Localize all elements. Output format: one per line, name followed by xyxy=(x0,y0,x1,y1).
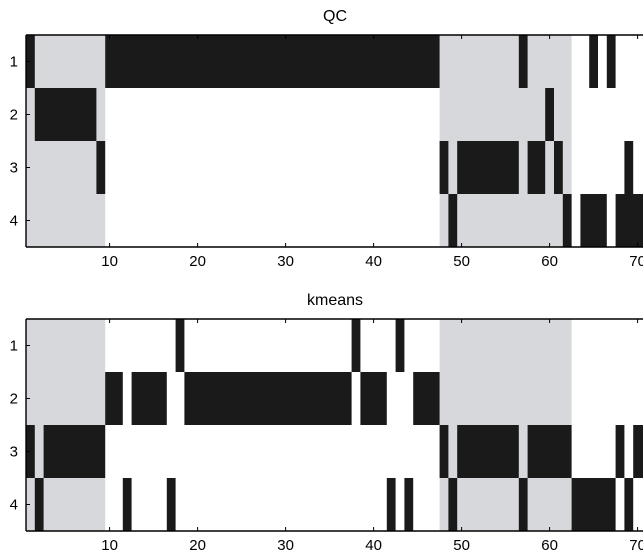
qc-cluster-cell xyxy=(448,194,458,247)
kmeans-y-tick-label: 2 xyxy=(10,391,18,408)
kmeans-cluster-cell xyxy=(34,478,44,531)
qc-panel: QC 10 20 30 40 50 60 70 1 2 3 4 xyxy=(10,8,643,270)
qc-cluster-cell xyxy=(562,194,572,247)
kmeans-cluster-cell xyxy=(360,372,387,425)
qc-x-tick-label: 70 xyxy=(629,253,643,270)
qc-y-tick-label: 3 xyxy=(10,160,18,177)
qc-cluster-cell xyxy=(96,141,106,194)
kmeans-cluster-cell xyxy=(351,319,361,372)
qc-x-tick-label: 50 xyxy=(453,253,470,270)
kmeans-cluster-cell xyxy=(457,425,519,478)
qc-cluster-cell xyxy=(26,35,35,88)
qc-x-tick-label: 30 xyxy=(277,253,294,270)
qc-y-tick-label: 4 xyxy=(10,213,18,230)
kmeans-y-tick-label: 4 xyxy=(10,497,18,514)
qc-x-tick-label: 40 xyxy=(365,253,382,270)
qc-cluster-cell xyxy=(545,88,554,141)
kmeans-cluster-cell xyxy=(395,319,405,372)
qc-cluster-cell xyxy=(554,141,563,194)
kmeans-cluster-cell xyxy=(413,372,440,425)
kmeans-cluster-cell xyxy=(518,478,528,531)
kmeans-x-tick-label: 10 xyxy=(101,537,118,554)
kmeans-cluster-cell xyxy=(166,478,176,531)
kmeans-x-tick-label: 70 xyxy=(629,537,643,554)
kmeans-cluster-cell xyxy=(571,478,616,531)
qc-cluster-cell xyxy=(615,194,643,247)
kmeans-cluster-cell xyxy=(131,372,167,425)
kmeans-cluster-cell xyxy=(448,478,458,531)
qc-cluster-cell xyxy=(34,88,97,141)
kmeans-cluster-cell xyxy=(633,425,643,478)
qc-cluster-cell xyxy=(457,141,519,194)
kmeans-cluster-cell xyxy=(615,425,625,478)
qc-y-tick-label: 1 xyxy=(10,54,18,71)
kmeans-cluster-cell xyxy=(105,372,123,425)
qc-cluster-cell xyxy=(589,35,598,88)
kmeans-x-tick-label: 20 xyxy=(189,537,206,554)
kmeans-cluster-cell xyxy=(386,478,396,531)
qc-x-tick-label: 60 xyxy=(541,253,558,270)
qc-x-tick-label: 20 xyxy=(189,253,206,270)
qc-title: QC xyxy=(323,8,347,25)
kmeans-panel: kmeans 10 20 30 40 50 60 70 1 2 3 4 xyxy=(10,292,643,554)
kmeans-cluster-cell xyxy=(26,425,35,478)
kmeans-x-tick-label: 30 xyxy=(277,537,294,554)
kmeans-title: kmeans xyxy=(307,292,363,309)
qc-cluster-cell xyxy=(518,35,528,88)
qc-cluster-cell xyxy=(105,35,440,88)
kmeans-x-tick-label: 50 xyxy=(453,537,470,554)
kmeans-cluster-cell xyxy=(43,425,106,478)
kmeans-cluster-cell xyxy=(527,425,572,478)
kmeans-x-tick-label: 40 xyxy=(365,537,382,554)
kmeans-cluster-cell xyxy=(184,372,352,425)
qc-cluster-cell xyxy=(580,194,607,247)
kmeans-cluster-cell xyxy=(624,478,634,531)
kmeans-cluster-cell xyxy=(404,478,414,531)
qc-cluster-cell xyxy=(527,141,546,194)
kmeans-cluster-cell xyxy=(175,319,185,372)
kmeans-y-tick-label: 3 xyxy=(10,444,18,461)
qc-x-tick-label: 10 xyxy=(101,253,118,270)
qc-y-tick-label: 2 xyxy=(10,107,18,124)
kmeans-cluster-cell xyxy=(122,478,132,531)
kmeans-x-tick-label: 60 xyxy=(541,537,558,554)
qc-cluster-cell xyxy=(606,35,616,88)
qc-cluster-cell xyxy=(624,141,634,194)
kmeans-y-tick-label: 1 xyxy=(10,338,18,355)
kmeans-cluster-cell xyxy=(439,425,449,478)
qc-cluster-cell xyxy=(439,141,449,194)
